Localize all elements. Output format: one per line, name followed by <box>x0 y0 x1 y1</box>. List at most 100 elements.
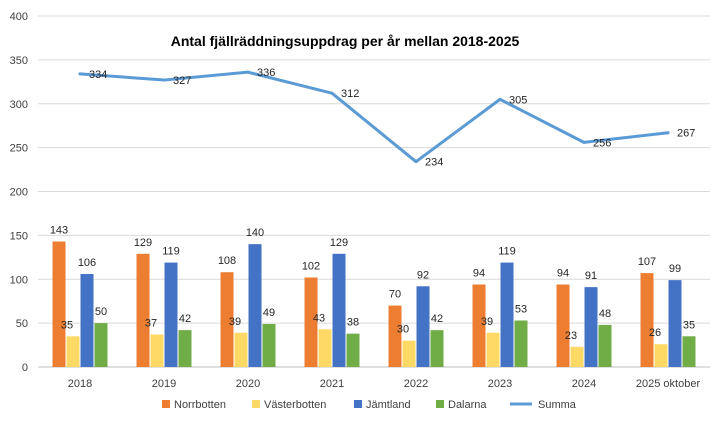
x-tick-label: 2021 <box>320 378 344 390</box>
summa-label: 327 <box>173 75 191 87</box>
data-label: 108 <box>218 255 236 267</box>
data-label: 26 <box>649 327 661 339</box>
data-label: 91 <box>585 270 597 282</box>
data-label: 42 <box>179 313 191 325</box>
summa-label: 336 <box>257 67 275 79</box>
legend: Norrbotten Västerbotten Jämtland Dalarna Sum… <box>162 399 577 411</box>
summa-label: 267 <box>677 128 695 140</box>
legend-label: Västerbotten <box>264 399 326 411</box>
summa-line <box>78 70 670 164</box>
summa-point <box>414 160 418 164</box>
x-tick-label: 2019 <box>152 378 176 390</box>
data-label: 39 <box>229 316 241 328</box>
legend-swatch-dalarna <box>436 400 444 408</box>
bar-västerbotten-2019 <box>150 334 164 367</box>
legend-label: Dalarna <box>448 399 487 411</box>
data-label: 143 <box>50 225 68 237</box>
y-tick-label: 100 <box>10 274 28 286</box>
data-label: 107 <box>638 256 656 268</box>
data-label: 102 <box>302 260 320 272</box>
bar-norrbotten-2022 <box>388 305 402 367</box>
y-tick-label: 50 <box>16 318 28 330</box>
data-label: 39 <box>481 316 493 328</box>
summa-point <box>162 78 166 82</box>
bar-jämtland-2020 <box>248 244 262 367</box>
bar-västerbotten-2022 <box>402 340 416 367</box>
data-label: 94 <box>473 268 485 280</box>
summa-point <box>78 72 82 76</box>
data-label: 49 <box>263 307 275 319</box>
legend-label: Norrbotten <box>174 399 226 411</box>
x-tick-label: 2025 oktober <box>636 378 701 390</box>
bar-västerbotten-2024 <box>570 346 584 367</box>
x-axis-ticks: 2018 2019 2020 2021 2022 2023 2024 2025 oktober <box>68 378 701 390</box>
bar-jämtland-2025-oktober <box>668 280 682 367</box>
data-label: 48 <box>599 308 611 320</box>
bar-norrbotten-2023 <box>472 284 486 367</box>
bar-jämtland-2018 <box>80 273 94 367</box>
data-label: 37 <box>145 318 157 330</box>
bar-dalarna-2024 <box>598 324 612 367</box>
y-tick-label: 350 <box>10 55 28 67</box>
bar-jämtland-2023 <box>500 262 514 367</box>
bar-dalarna-2025-oktober <box>682 336 696 367</box>
bar-västerbotten-2018 <box>66 336 80 367</box>
bar-dalarna-2021 <box>346 333 360 367</box>
bar-västerbotten-2020 <box>234 332 248 367</box>
y-axis-ticks: 0 50 100 150 200 250 300 350 400 <box>10 11 28 374</box>
summa-line-group <box>78 70 670 164</box>
x-tick-label: 2024 <box>572 378 596 390</box>
data-label: 53 <box>515 303 527 315</box>
data-label: 140 <box>246 227 264 239</box>
bar-västerbotten-2021 <box>318 329 332 367</box>
data-labels: 143 35 106 50 129 37 119 42 108 39 140 49 102 43 129 38… <box>50 67 696 342</box>
y-tick-label: 0 <box>22 362 28 374</box>
x-tick-label: 2023 <box>488 378 512 390</box>
bar-norrbotten-2024 <box>556 284 570 367</box>
data-label: 129 <box>330 237 348 249</box>
data-label: 43 <box>313 312 325 324</box>
data-label: 35 <box>61 319 73 331</box>
bar-dalarna-2022 <box>430 330 444 367</box>
bar-dalarna-2020 <box>262 324 276 367</box>
data-label: 94 <box>557 268 569 280</box>
summa-point <box>330 91 334 95</box>
data-label: 35 <box>683 319 695 331</box>
y-tick-label: 200 <box>10 187 28 199</box>
data-label: 106 <box>78 257 96 269</box>
data-label: 129 <box>134 237 152 249</box>
summa-label: 312 <box>341 88 359 100</box>
data-label: 99 <box>669 263 681 275</box>
summa-label: 305 <box>509 94 527 106</box>
x-tick-label: 2018 <box>68 378 92 390</box>
data-label: 30 <box>397 324 409 336</box>
data-label: 50 <box>95 306 107 318</box>
data-label: 92 <box>417 269 429 281</box>
y-tick-label: 250 <box>10 143 28 155</box>
summa-label: 334 <box>89 69 107 81</box>
bars <box>52 241 696 367</box>
bar-västerbotten-2025-oktober <box>654 344 668 367</box>
bar-dalarna-2023 <box>514 320 528 367</box>
summa-point <box>582 140 586 144</box>
legend-swatch-norrbotten <box>162 400 170 408</box>
summa-label: 256 <box>593 137 611 149</box>
bar-dalarna-2018 <box>94 323 108 367</box>
summa-point <box>498 97 502 101</box>
bar-norrbotten-2025-oktober <box>640 273 654 367</box>
y-tick-label: 400 <box>10 11 28 23</box>
bar-jämtland-2021 <box>332 253 346 367</box>
legend-label: Jämtland <box>366 399 411 411</box>
summa-label: 234 <box>425 157 443 169</box>
legend-label: Summa <box>538 399 577 411</box>
data-label: 42 <box>431 313 443 325</box>
data-label: 119 <box>498 246 516 258</box>
bar-dalarna-2019 <box>178 330 192 367</box>
legend-swatch-jämtland <box>354 400 362 408</box>
legend-swatch-västerbotten <box>252 400 260 408</box>
summa-point <box>246 70 250 74</box>
data-label: 38 <box>347 317 359 329</box>
bar-jämtland-2019 <box>164 262 178 367</box>
data-label: 23 <box>565 330 577 342</box>
